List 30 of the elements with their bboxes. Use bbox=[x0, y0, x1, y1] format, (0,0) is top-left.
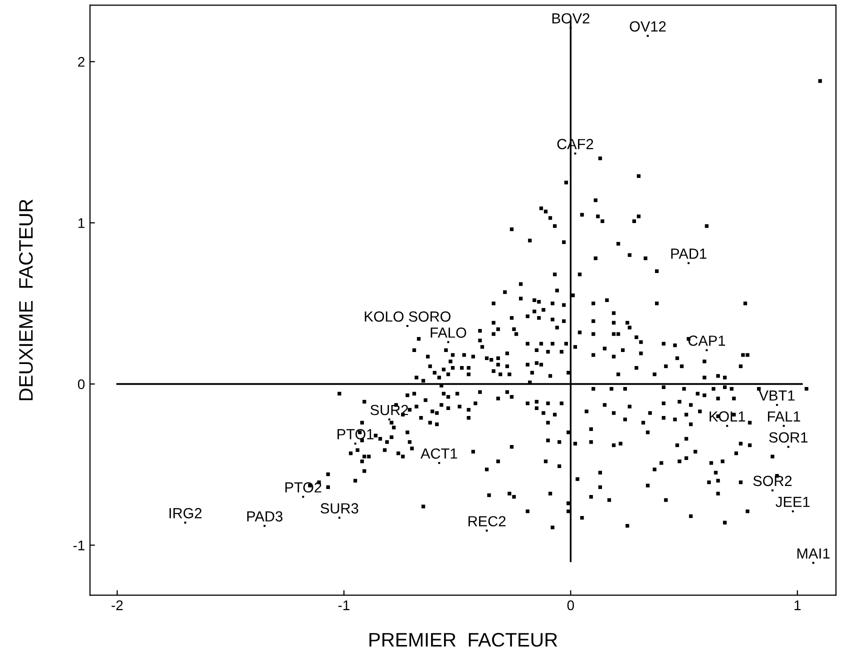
data-label: BOV2 bbox=[552, 13, 590, 24]
data-label: SOR2 bbox=[753, 476, 792, 486]
y-tick-label: 1 bbox=[78, 218, 84, 228]
data-label: PTO1 bbox=[338, 429, 374, 440]
data-label: MAI1 bbox=[797, 548, 830, 558]
x-tick-label: 0 bbox=[567, 600, 574, 610]
data-label: SUR3 bbox=[320, 503, 358, 514]
data-label: KOLO SORO bbox=[364, 311, 450, 322]
x-tick-label: 1 bbox=[794, 600, 801, 610]
x-tick-label: -2 bbox=[112, 600, 123, 610]
y-tick-label: 2 bbox=[78, 56, 84, 67]
data-label: FAL1 bbox=[768, 411, 800, 422]
y-tick-label: -1 bbox=[73, 540, 84, 550]
y-tick-label: 0 bbox=[78, 379, 85, 390]
data-label: FALO bbox=[430, 327, 466, 338]
x-tick-label: -1 bbox=[338, 600, 350, 610]
data-label: SOR1 bbox=[769, 432, 808, 443]
data-label: KOL1 bbox=[710, 411, 746, 422]
data-label: PAD1 bbox=[671, 248, 706, 259]
x-axis-title: PREMIER FACTEUR bbox=[369, 632, 558, 647]
data-label: REC2 bbox=[468, 516, 506, 526]
data-label: PTO2 bbox=[285, 482, 322, 493]
data-label: OV12 bbox=[630, 21, 666, 32]
data-label: PAD3 bbox=[247, 511, 282, 522]
data-label: VBT1 bbox=[758, 390, 795, 401]
data-label: JEE1 bbox=[776, 496, 810, 508]
data-label: IRG2 bbox=[170, 508, 202, 518]
y-axis-title: DEUXIEME FACTEUR bbox=[19, 200, 33, 400]
data-label: CAP1 bbox=[688, 336, 726, 346]
data-label: ACT1 bbox=[420, 448, 458, 459]
